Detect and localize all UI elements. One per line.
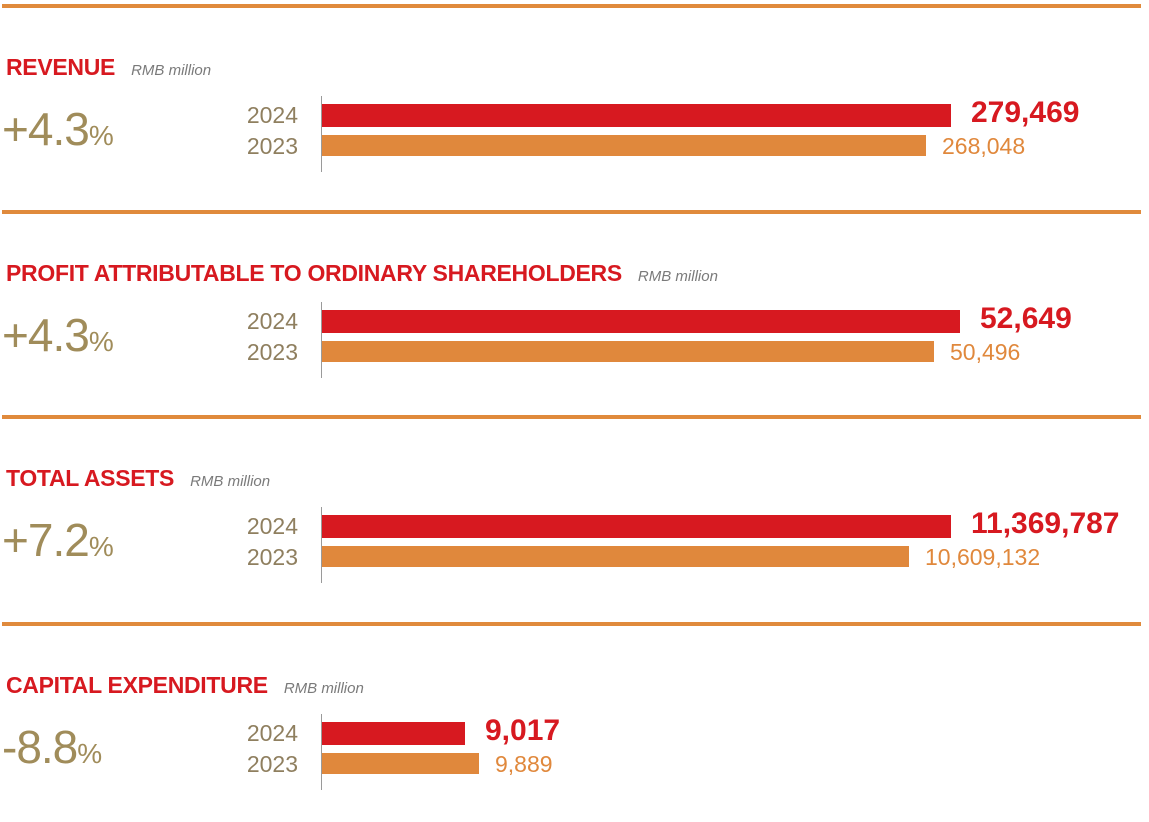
year-label-2024: 2024: [246, 513, 298, 539]
unit-label: RMB million: [637, 268, 718, 285]
year-label-2023: 2023: [246, 133, 298, 159]
value-label-2023: 50,496: [950, 339, 1021, 365]
bar-2024: [322, 722, 465, 745]
change-value: +4.3: [2, 103, 90, 155]
bar-2023: [322, 135, 926, 156]
change-value: +7.2: [2, 514, 90, 566]
year-label-2024: 2024: [246, 308, 298, 334]
panel-header: TOTAL ASSETS RMB million: [6, 465, 270, 492]
bar-2024: [322, 310, 960, 333]
unit-label: RMB million: [190, 473, 271, 490]
percent-sign: %: [88, 326, 114, 357]
panel-title: CAPITAL EXPENDITURE: [6, 672, 268, 698]
change-percentage: +7.2%: [2, 513, 114, 567]
change-percentage: +4.3%: [2, 308, 114, 362]
panel-title: TOTAL ASSETS: [6, 465, 175, 491]
panel-capex: CAPITAL EXPENDITURE RMB million -8.8% 2024 9…: [0, 622, 1149, 822]
value-label-2023: 9,889: [495, 751, 553, 777]
year-label-2024: 2024: [246, 720, 298, 746]
section-divider: [2, 415, 1141, 419]
year-label-2023: 2023: [246, 339, 298, 365]
value-label-2023: 10,609,132: [925, 544, 1041, 570]
bar-2024: [322, 104, 951, 127]
bar-2024: [322, 515, 951, 538]
percent-sign: %: [88, 531, 114, 562]
year-label-2023: 2023: [246, 544, 298, 570]
axis-line: [321, 302, 322, 378]
section-divider: [2, 622, 1141, 626]
section-divider: [2, 4, 1141, 8]
panel-profit: PROFIT ATTRIBUTABLE TO ORDINARY SHAREHOL…: [0, 210, 1149, 410]
axis-line: [321, 714, 322, 790]
percent-sign: %: [77, 738, 103, 769]
year-label-2024: 2024: [246, 102, 298, 128]
bar-2023: [322, 546, 909, 567]
panel-header: PROFIT ATTRIBUTABLE TO ORDINARY SHAREHOL…: [6, 260, 718, 287]
percent-sign: %: [88, 120, 114, 151]
value-label-2024: 11,369,787: [971, 507, 1120, 540]
value-label-2024: 279,469: [971, 96, 1080, 129]
panel-header: REVENUE RMB million: [6, 54, 211, 81]
bar-2023: [322, 341, 934, 362]
panel-header: CAPITAL EXPENDITURE RMB million: [6, 672, 364, 699]
axis-line: [321, 507, 322, 583]
unit-label: RMB million: [131, 62, 212, 79]
bar-2023: [322, 753, 479, 774]
panel-total-assets: TOTAL ASSETS RMB million +7.2% 2024 11,369,7…: [0, 415, 1149, 615]
change-value: +4.3: [2, 309, 90, 361]
year-label-2023: 2023: [246, 751, 298, 777]
change-value: -8.8: [2, 721, 78, 773]
unit-label: RMB million: [283, 680, 364, 697]
change-percentage: -8.8%: [2, 720, 102, 774]
value-label-2024: 52,649: [980, 302, 1072, 335]
panel-revenue: REVENUE RMB million +4.3% 2024 279,469 2023 26…: [0, 4, 1149, 204]
value-label-2024: 9,017: [485, 714, 561, 747]
panel-title: REVENUE: [6, 54, 116, 80]
section-divider: [2, 210, 1141, 214]
change-percentage: +4.3%: [2, 102, 114, 156]
panel-title: PROFIT ATTRIBUTABLE TO ORDINARY SHAREHOL…: [6, 260, 622, 286]
value-label-2023: 268,048: [942, 133, 1026, 159]
axis-line: [321, 96, 322, 172]
